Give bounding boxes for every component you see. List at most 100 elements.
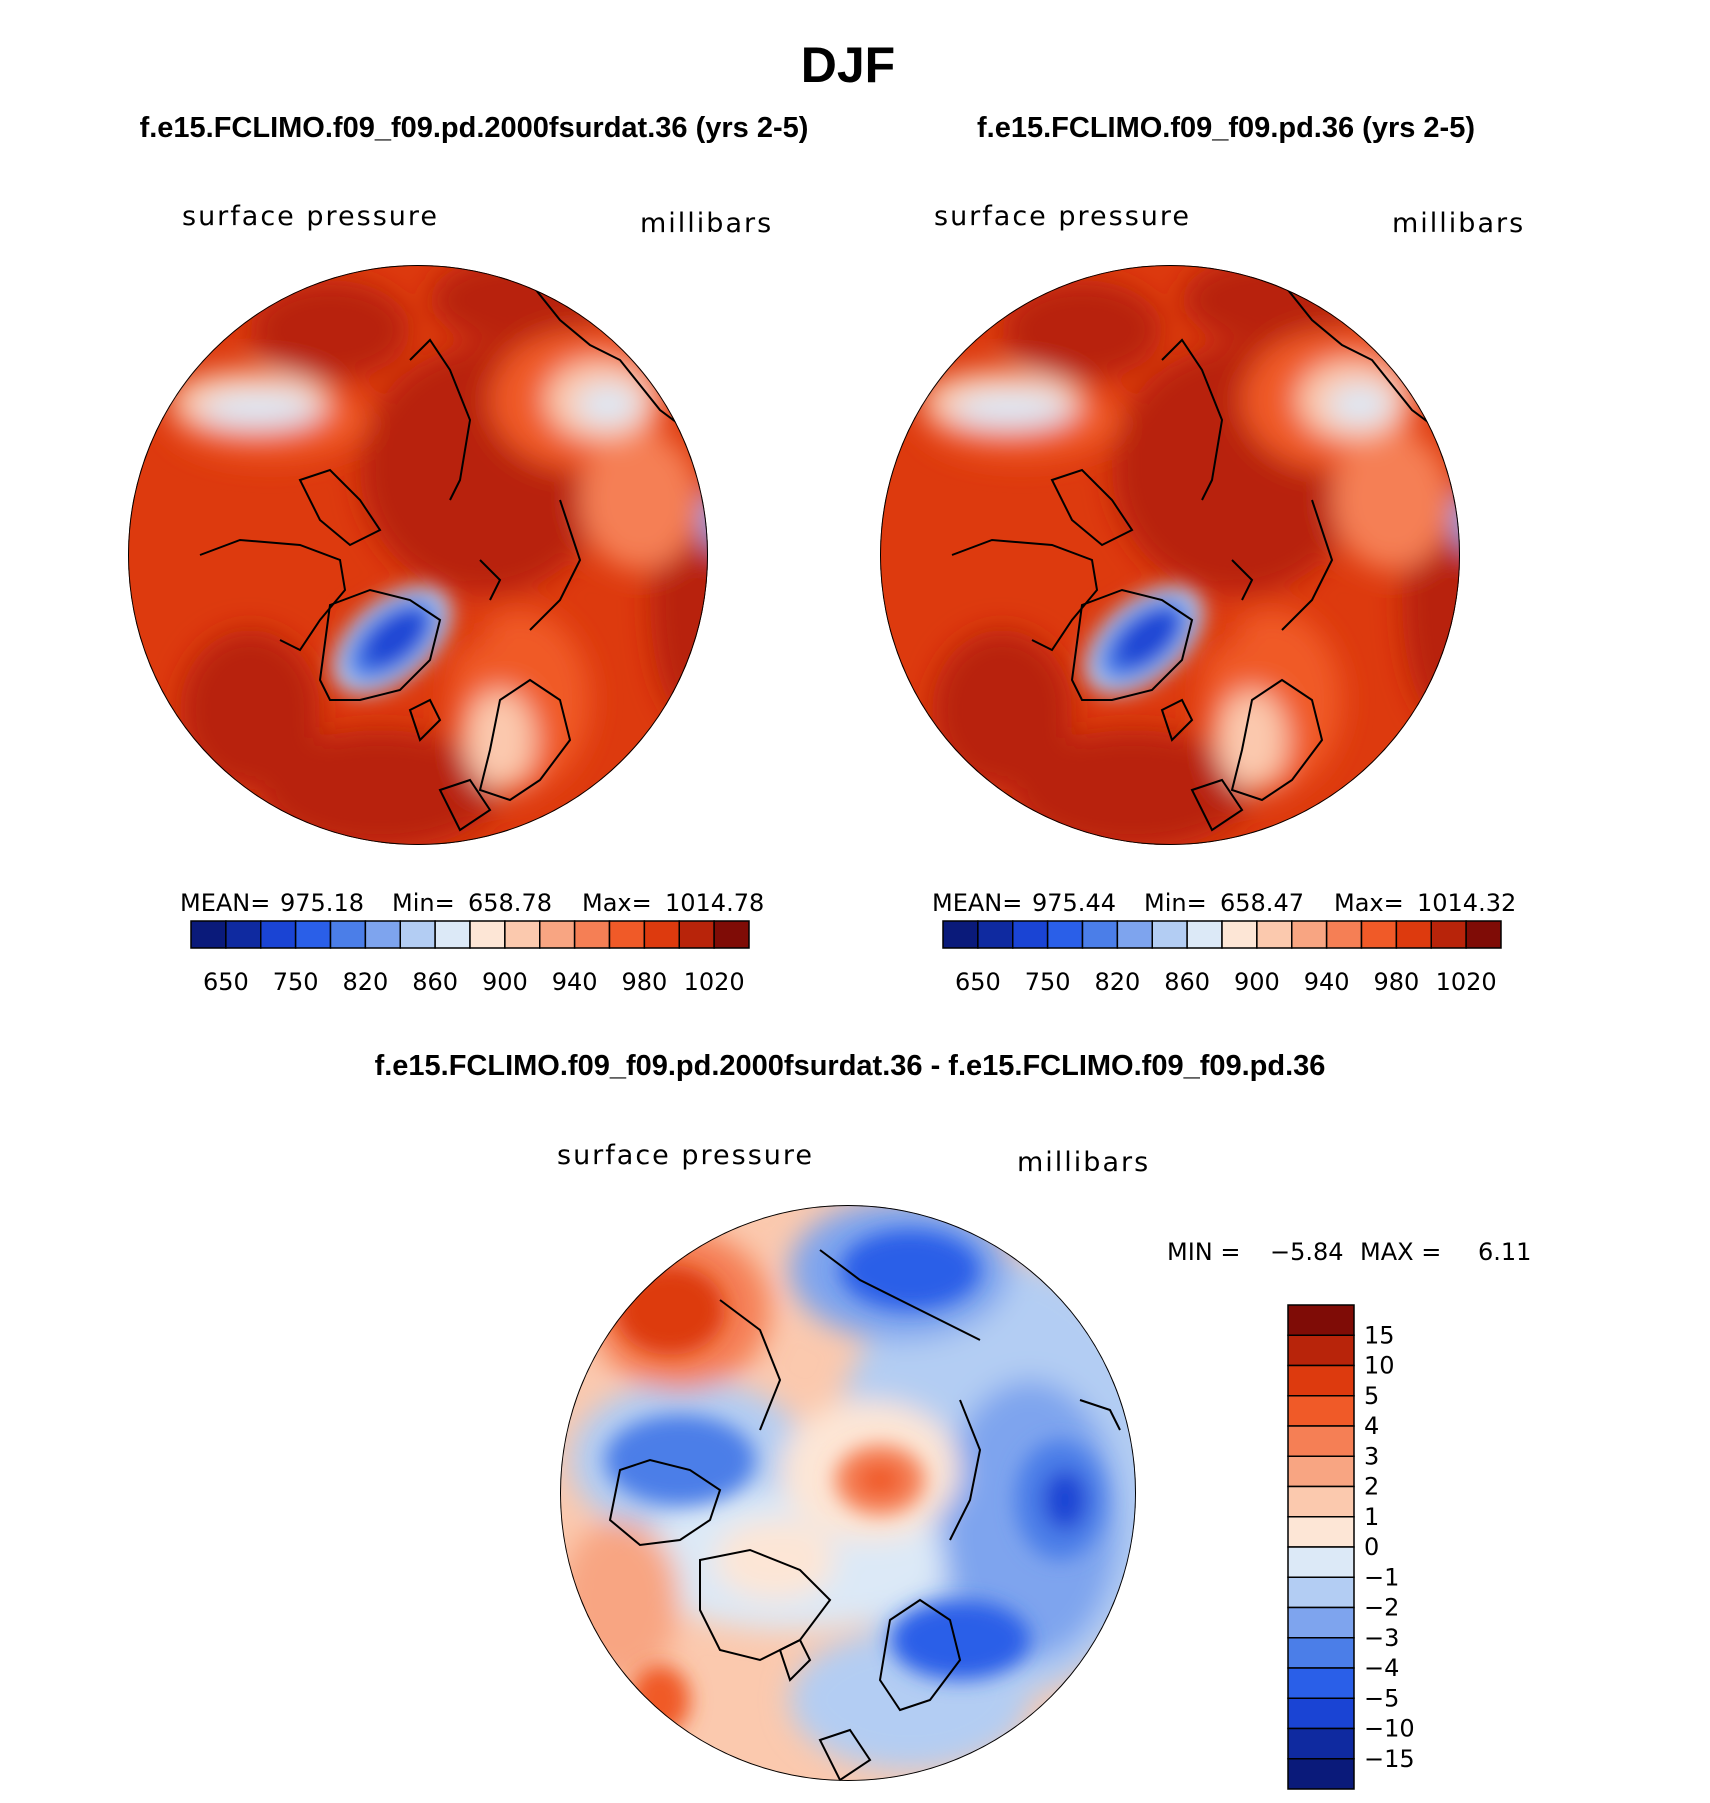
panel-diff-title: f.e15.FCLIMO.f09_f09.pd.2000fsurdat.36 -… — [375, 1050, 1326, 1082]
colorbar-swatch — [1287, 1667, 1355, 1699]
colorbar-tick-label: 15 — [1364, 1321, 1395, 1349]
colorbar-tick-label: 900 — [1234, 968, 1280, 996]
colorbar-tick-label: 860 — [1164, 968, 1210, 996]
panel-diff-max-label: MAX = — [1360, 1238, 1441, 1266]
colorbar-swatch — [1012, 920, 1049, 949]
colorbar-swatch — [1287, 1455, 1355, 1488]
colorbar-swatch — [1287, 1606, 1355, 1639]
colorbar-tick-label: 900 — [482, 968, 528, 996]
colorbar-tick-label: 750 — [1025, 968, 1071, 996]
colorbar-swatch — [1186, 920, 1223, 949]
colorbar-tick-label: 820 — [1094, 968, 1140, 996]
colorbar-swatch — [1287, 1637, 1355, 1669]
colorbar-tick-label: −3 — [1364, 1624, 1399, 1652]
colorbar-swatch — [1046, 920, 1084, 949]
colorbar-swatch — [434, 920, 471, 949]
colorbar-swatch — [1287, 1334, 1355, 1367]
colorbar-tick-label: 1020 — [1436, 968, 1497, 996]
colorbar-swatch — [504, 920, 541, 949]
panel-right-max-label: Max= — [1334, 889, 1404, 917]
panel-left-mean-label: MEAN= — [180, 889, 270, 917]
colorbar-swatch — [539, 920, 576, 949]
colorbar-swatch — [573, 920, 611, 949]
colorbar-tick-label: −1 — [1364, 1563, 1399, 1591]
colorbar-swatch — [329, 920, 367, 949]
colorbar-swatch — [1151, 920, 1188, 949]
panel-left-title: f.e15.FCLIMO.f09_f09.pd.2000fsurdat.36 (… — [140, 112, 809, 144]
colorbar-tick-label: 1020 — [684, 968, 745, 996]
panel-right-units: millibars — [1392, 208, 1525, 239]
colorbar-tick-label: 10 — [1364, 1352, 1395, 1380]
colorbar-tick-label: 820 — [342, 968, 388, 996]
colorbar-swatch — [1287, 1485, 1355, 1518]
panel-right-variable: surface pressure — [934, 201, 1191, 232]
panel-diff-max: 6.11 — [1478, 1238, 1531, 1266]
colorbar-swatch — [1287, 1395, 1355, 1427]
panel-diff-min-label: MIN = — [1167, 1238, 1240, 1266]
panel-diff-units: millibars — [1017, 1147, 1150, 1178]
panel-left-map — [128, 265, 708, 845]
panel-right-min-label: Min= — [1144, 889, 1207, 917]
panel-left-mean: 975.18 — [280, 889, 364, 917]
figure-title: DJF — [801, 37, 895, 93]
panel-left-variable: surface pressure — [182, 201, 439, 232]
colorbar-tick-label: −15 — [1364, 1745, 1415, 1773]
panel-right-mean-label: MEAN= — [932, 889, 1022, 917]
colorbar-swatch — [225, 920, 262, 949]
colorbar-swatch — [260, 920, 297, 949]
colorbar-tick-label: −10 — [1364, 1715, 1415, 1743]
colorbar-swatch — [713, 920, 750, 949]
colorbar-tick-label: 650 — [203, 968, 249, 996]
panel-diff-min: −5.84 — [1270, 1238, 1344, 1266]
colorbar-tick-label: 0 — [1364, 1533, 1379, 1561]
panel-left-max-label: Max= — [582, 889, 652, 917]
colorbar-swatch — [1256, 920, 1293, 949]
colorbar-swatch — [678, 920, 715, 949]
colorbar-swatch — [1395, 920, 1432, 949]
panel-right-title: f.e15.FCLIMO.f09_f09.pd.36 (yrs 2-5) — [977, 112, 1475, 144]
colorbar-swatch — [469, 920, 506, 949]
panel-right-max: 1014.32 — [1417, 889, 1516, 917]
colorbar-swatch — [1287, 1727, 1355, 1760]
colorbar-swatch — [1430, 920, 1467, 949]
colorbar-swatch — [190, 920, 227, 949]
colorbar-tick-label: 980 — [1373, 968, 1419, 996]
panel-left-min-label: Min= — [392, 889, 455, 917]
colorbar-tick-label: −4 — [1364, 1654, 1399, 1682]
colorbar-tick-label: 1 — [1364, 1503, 1379, 1531]
colorbar-swatch — [1287, 1425, 1355, 1457]
colorbar-swatch — [1287, 1576, 1355, 1609]
colorbar-swatch — [977, 920, 1014, 949]
panel-diff-map — [560, 1205, 1136, 1781]
colorbar-swatch — [1081, 920, 1119, 949]
panel-right-map — [880, 265, 1460, 845]
panel-left-min: 658.78 — [468, 889, 552, 917]
colorbar-tick-label: 980 — [621, 968, 667, 996]
colorbar-tick-label: −2 — [1364, 1594, 1399, 1622]
colorbar-tick-label: 860 — [412, 968, 458, 996]
colorbar-swatch — [1287, 1697, 1355, 1730]
colorbar-swatch — [294, 920, 332, 949]
colorbar-swatch — [1221, 920, 1258, 949]
colorbar-tick-label: 940 — [552, 968, 598, 996]
panel-diff-stats: MIN = −5.84 MAX = 6.11 — [1167, 1238, 1531, 1266]
panel-right: f.e15.FCLIMO.f09_f09.pd.36 (yrs 2-5) sur… — [880, 112, 1525, 996]
colorbar-swatch — [1287, 1364, 1355, 1397]
colorbar-swatch — [608, 920, 646, 949]
colorbar-swatch — [1291, 920, 1328, 949]
colorbar-swatch — [1116, 920, 1153, 949]
colorbar-swatch — [1465, 920, 1502, 949]
colorbar-tick-label: 750 — [273, 968, 319, 996]
colorbar-swatch — [942, 920, 979, 949]
colorbar-tick-label: 940 — [1304, 968, 1350, 996]
colorbar-swatch — [364, 920, 401, 949]
colorbar-swatch — [399, 920, 436, 949]
colorbar-tick-label: 650 — [955, 968, 1001, 996]
colorbar-swatch — [1325, 920, 1363, 949]
colorbar-swatch — [1287, 1758, 1355, 1790]
colorbar-tick-label: −5 — [1364, 1684, 1399, 1712]
panel-right-mean: 975.44 — [1032, 889, 1116, 917]
panel-right-colorbar: 650 750 820 860 900 940 980 1020 — [942, 920, 1502, 996]
